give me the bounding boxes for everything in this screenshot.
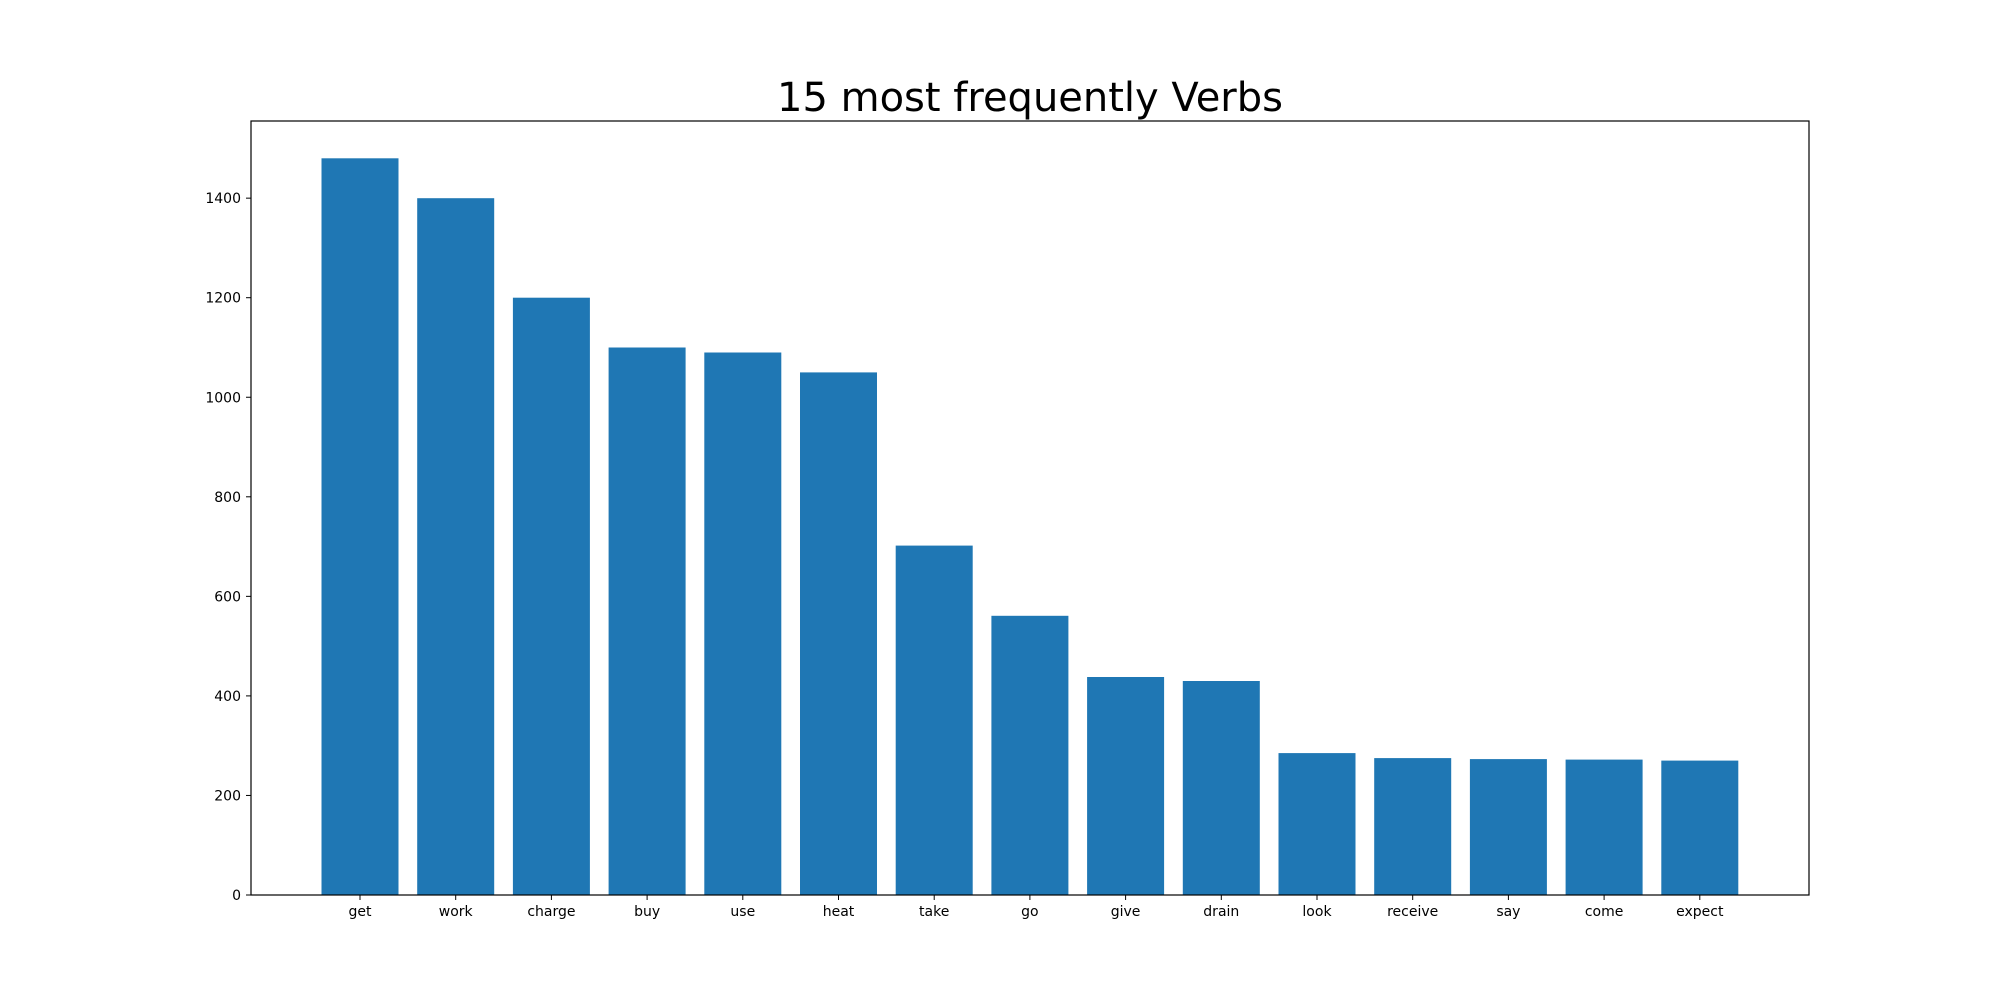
bar-give: [1087, 677, 1165, 895]
plot-frame: [250, 120, 1810, 896]
x-tick-label: get: [349, 904, 373, 920]
x-tick-label: say: [1496, 904, 1520, 920]
y-tick-label: 1000: [205, 390, 241, 406]
y-tick-label: 1400: [205, 191, 241, 207]
bar-use: [704, 352, 782, 895]
bar-take: [895, 545, 973, 895]
x-tick-label: use: [730, 904, 755, 920]
y-tick-label: 800: [214, 490, 241, 506]
x-tick-label: go: [1021, 904, 1038, 920]
x-axis-ticks: get work charge buy use heat take go give drain lo…: [349, 895, 1724, 920]
bar-say: [1469, 759, 1547, 895]
bar-go: [991, 615, 1069, 895]
y-tick-label: 1200: [205, 291, 241, 307]
x-tick-label: heat: [823, 904, 855, 920]
x-tick-label: receive: [1387, 904, 1438, 920]
x-tick-label: buy: [634, 904, 660, 920]
bar-expect: [1661, 760, 1739, 895]
bar-work: [417, 198, 495, 895]
x-tick-label: charge: [527, 904, 575, 920]
bar-charge: [512, 297, 590, 895]
bars-group: [321, 158, 1739, 896]
bar-get: [321, 158, 399, 896]
x-tick-label: expect: [1676, 904, 1724, 920]
y-tick-label: 400: [214, 689, 241, 705]
x-tick-label: drain: [1203, 904, 1239, 920]
bar-come: [1565, 759, 1643, 895]
y-tick-label: 0: [232, 888, 241, 904]
bar-receive: [1374, 758, 1452, 895]
x-tick-label: give: [1111, 904, 1141, 920]
x-tick-label: come: [1585, 904, 1624, 920]
chart-title: 15 most frequently Verbs: [777, 75, 1283, 121]
x-tick-label: work: [439, 904, 474, 920]
y-tick-label: 600: [214, 589, 241, 605]
bar-drain: [1182, 681, 1260, 895]
bar-buy: [608, 347, 686, 895]
x-tick-label: look: [1302, 904, 1332, 920]
x-tick-label: take: [919, 904, 949, 920]
bar-heat: [800, 372, 877, 895]
y-axis-ticks: 0 200 400 600 800 1000 1200 1400: [205, 191, 251, 904]
y-tick-label: 200: [214, 788, 241, 804]
bar-look: [1278, 753, 1356, 895]
